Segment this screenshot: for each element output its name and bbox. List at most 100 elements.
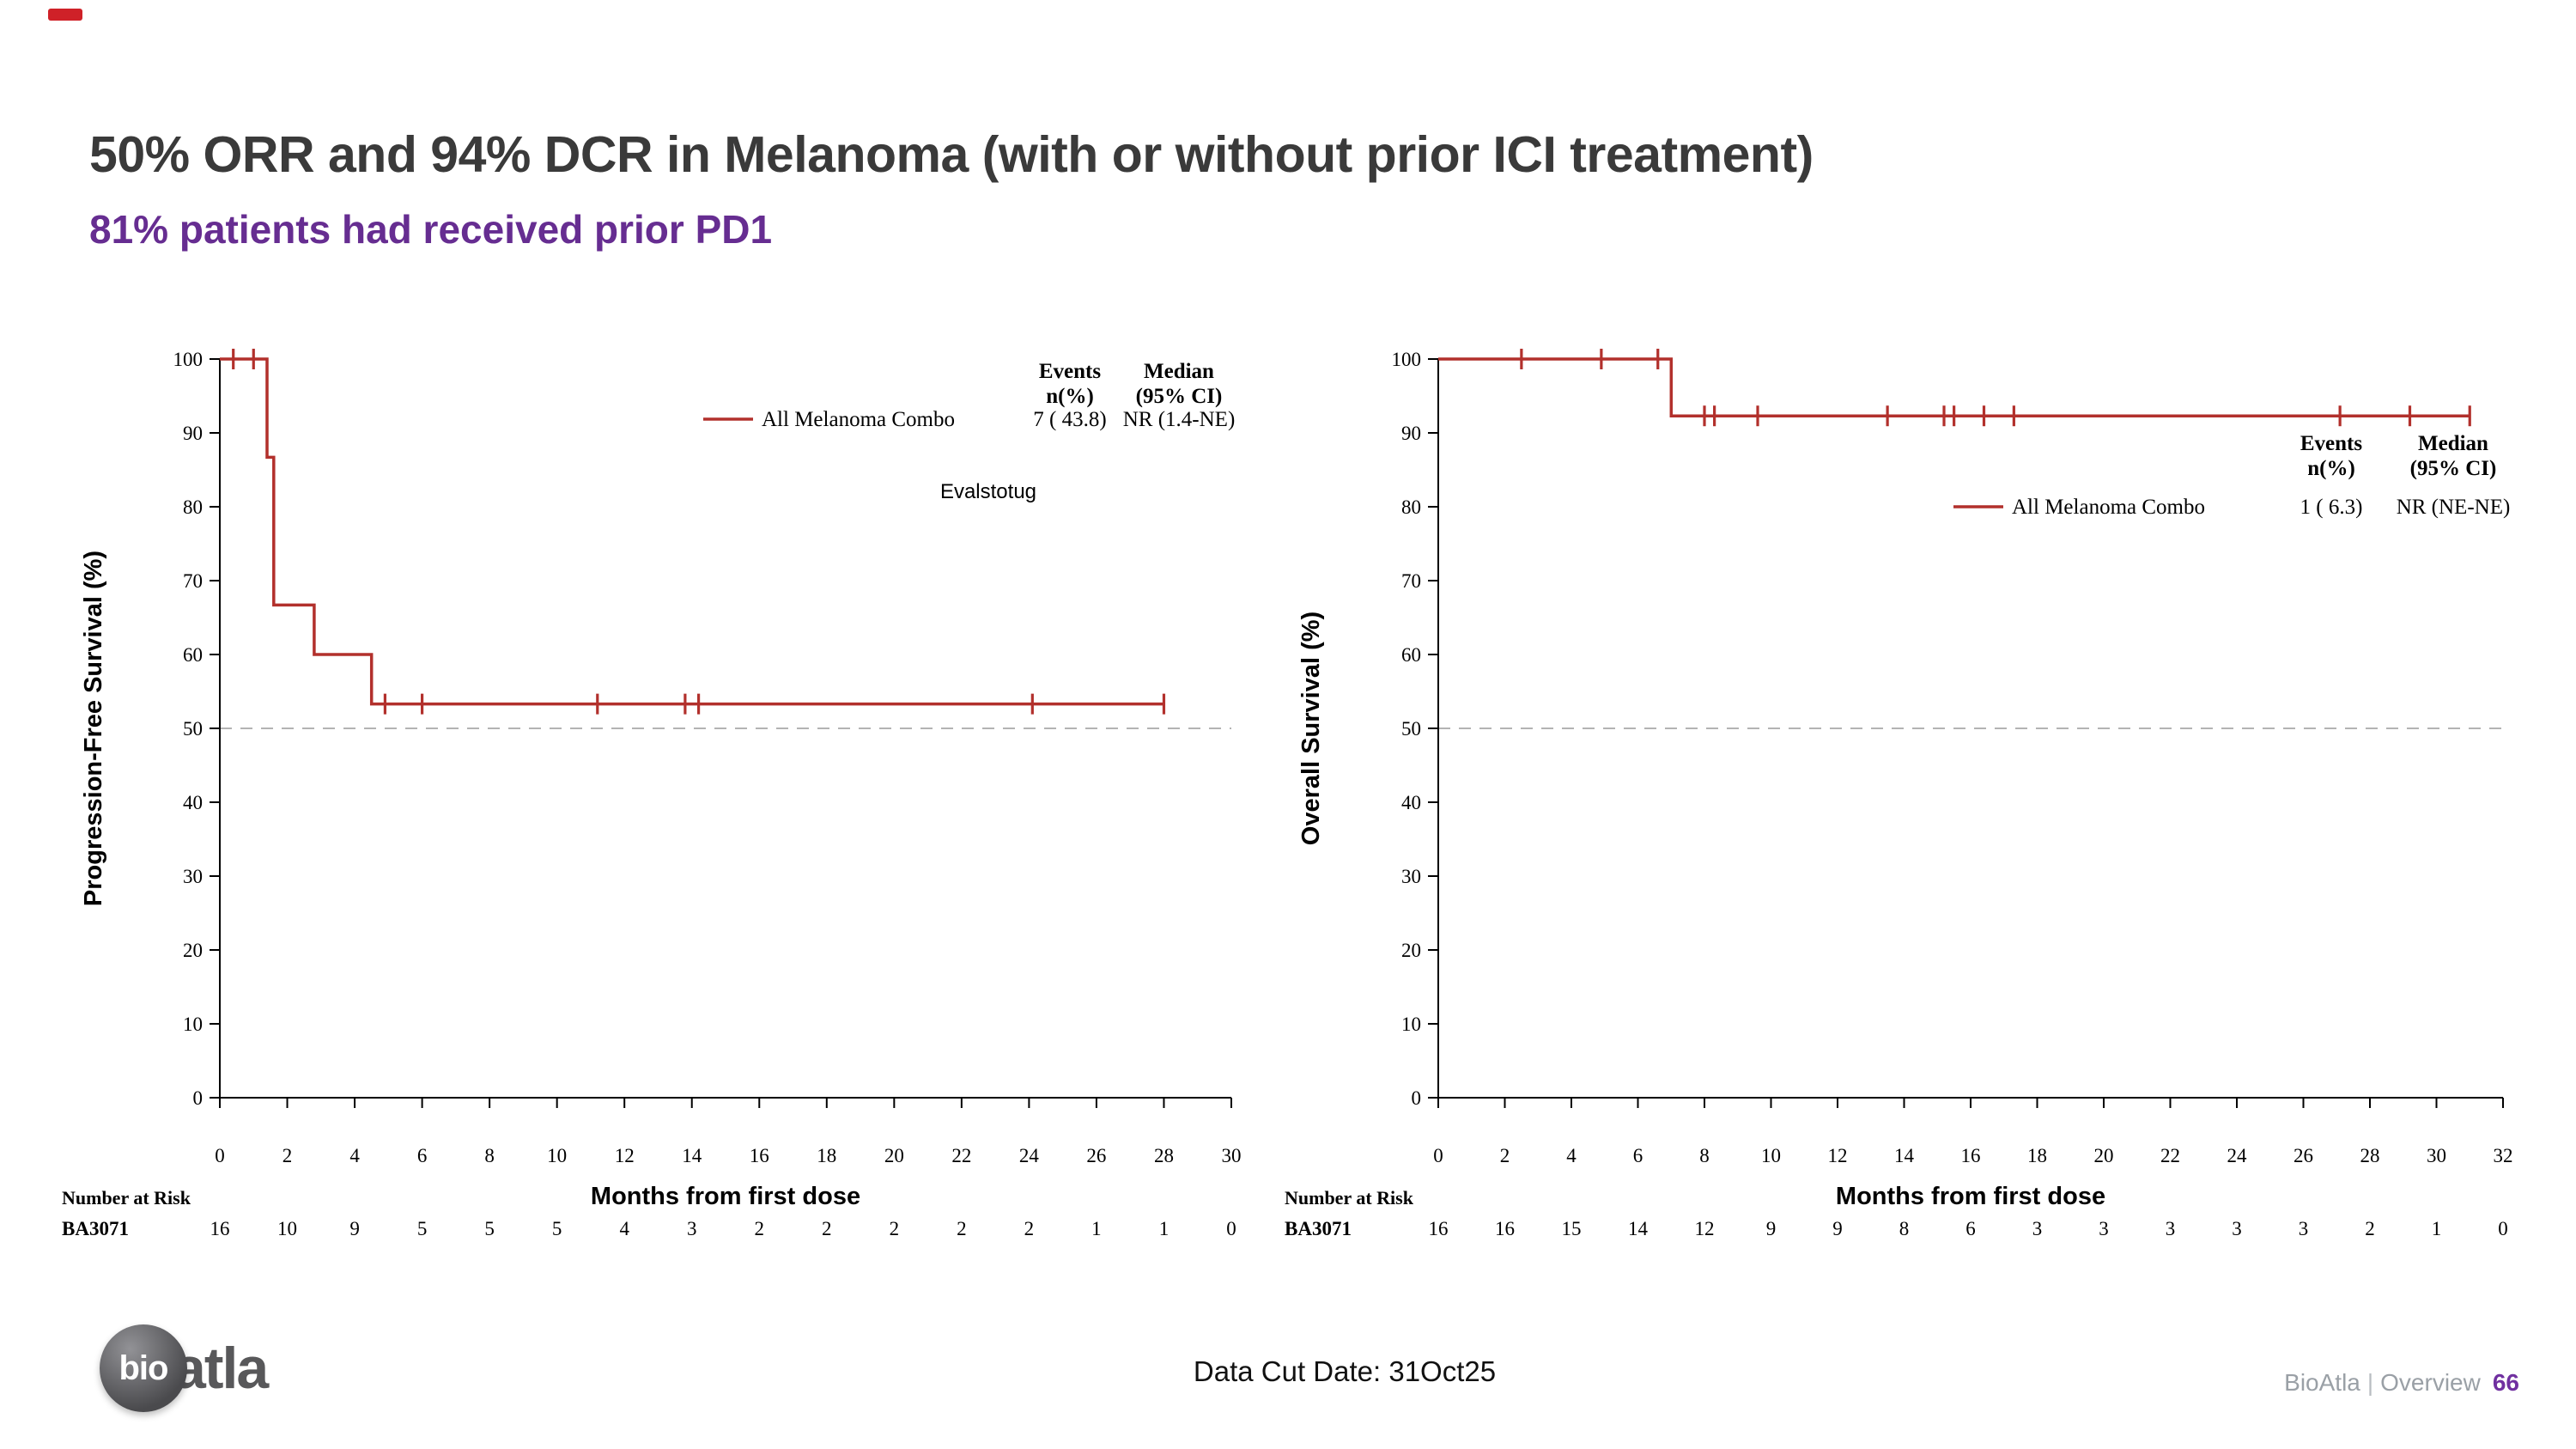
svg-text:Events: Events — [2300, 432, 2363, 455]
svg-text:16: 16 — [1495, 1218, 1515, 1239]
svg-text:n(%): n(%) — [2307, 457, 2355, 480]
svg-text:2: 2 — [755, 1218, 765, 1239]
x-tick-labels: 0 2 4 6 8 10 12 14 16 18 20 22 24 26 28 30 32 — [1433, 1145, 2512, 1166]
svg-text:3: 3 — [2099, 1218, 2109, 1239]
legend-series-label: All Melanoma Combo — [2012, 496, 2205, 519]
svg-text:3: 3 — [2166, 1218, 2176, 1239]
number-at-risk-title: Number at Risk — [1285, 1187, 1414, 1209]
footer-section: Overview — [2380, 1369, 2481, 1396]
km-step-curve — [220, 357, 1164, 706]
axes — [210, 358, 1232, 1108]
svg-text:2: 2 — [957, 1218, 967, 1239]
logo-text-bio: bio — [118, 1349, 169, 1387]
svg-text:28: 28 — [2360, 1145, 2380, 1166]
svg-text:90: 90 — [1401, 423, 1421, 444]
legend-median-value: NR (1.4-NE) — [1123, 408, 1236, 431]
svg-text:2: 2 — [2365, 1218, 2375, 1239]
svg-text:10: 10 — [183, 1014, 203, 1035]
svg-text:0: 0 — [2498, 1218, 2508, 1239]
svg-text:2: 2 — [283, 1145, 293, 1166]
svg-text:20: 20 — [884, 1145, 904, 1166]
svg-text:40: 40 — [1401, 792, 1421, 813]
svg-text:5: 5 — [552, 1218, 562, 1239]
svg-text:1: 1 — [2432, 1218, 2442, 1239]
x-tick-labels: 0 2 4 6 8 10 12 14 16 18 20 22 24 26 28 30 — [215, 1145, 1241, 1166]
svg-text:Median: Median — [1144, 360, 1214, 383]
svg-text:10: 10 — [547, 1145, 567, 1166]
svg-text:30: 30 — [2427, 1145, 2446, 1166]
svg-text:(95% CI): (95% CI) — [1136, 385, 1223, 408]
svg-text:6: 6 — [1633, 1145, 1643, 1166]
slide-subtitle: 81% patients had received prior PD1 — [89, 207, 773, 252]
svg-text:9: 9 — [1832, 1218, 1843, 1239]
svg-text:90: 90 — [183, 423, 203, 444]
x-axis-title: Months from first dose — [1836, 1183, 2105, 1210]
svg-text:9: 9 — [1766, 1218, 1777, 1239]
svg-text:20: 20 — [183, 940, 203, 961]
svg-text:3: 3 — [2232, 1218, 2242, 1239]
svg-text:(95% CI): (95% CI) — [2410, 457, 2497, 480]
svg-text:0: 0 — [1412, 1087, 1422, 1109]
svg-text:80: 80 — [1401, 496, 1421, 518]
svg-text:30: 30 — [183, 866, 203, 887]
page-number: 66 — [2492, 1369, 2519, 1396]
x-axis-title: Months from first dose — [591, 1183, 860, 1210]
svg-text:10: 10 — [1761, 1145, 1781, 1166]
y-tick-labels: 0 10 20 30 40 50 60 70 80 90 100 — [173, 349, 204, 1109]
number-at-risk-title: Number at Risk — [62, 1187, 191, 1209]
censor-marks — [232, 349, 1166, 715]
svg-text:0: 0 — [193, 1087, 204, 1109]
svg-text:10: 10 — [277, 1218, 297, 1239]
footer-brand: BioAtla — [2284, 1369, 2360, 1396]
y-tick-labels: 0 10 20 30 40 50 60 70 80 90 100 — [1392, 349, 1422, 1109]
svg-text:3: 3 — [2032, 1218, 2043, 1239]
svg-text:16: 16 — [1429, 1218, 1449, 1239]
svg-text:Events: Events — [1039, 360, 1102, 383]
svg-text:24: 24 — [1019, 1145, 1040, 1166]
svg-text:12: 12 — [1828, 1145, 1848, 1166]
svg-text:60: 60 — [183, 644, 203, 666]
svg-text:2: 2 — [1024, 1218, 1035, 1239]
svg-text:14: 14 — [682, 1145, 702, 1166]
svg-text:80: 80 — [183, 496, 203, 518]
svg-text:26: 26 — [1086, 1145, 1106, 1166]
slide-title: 50% ORR and 94% DCR in Melanoma (with or… — [89, 126, 1814, 183]
svg-text:n(%): n(%) — [1046, 385, 1094, 408]
svg-text:5: 5 — [484, 1218, 495, 1239]
svg-text:10: 10 — [1401, 1014, 1421, 1035]
svg-text:0: 0 — [215, 1145, 225, 1166]
svg-text:2: 2 — [822, 1218, 832, 1239]
svg-text:28: 28 — [1154, 1145, 1174, 1166]
svg-text:5: 5 — [417, 1218, 428, 1239]
y-axis-title: Overall Survival (%) — [1297, 612, 1325, 845]
svg-text:14: 14 — [1628, 1218, 1649, 1239]
svg-text:0: 0 — [1226, 1218, 1236, 1239]
svg-text:15: 15 — [1562, 1218, 1582, 1239]
number-at-risk-group: BA3071 — [62, 1218, 129, 1239]
svg-text:30: 30 — [1222, 1145, 1242, 1166]
svg-text:Median: Median — [2418, 432, 2488, 455]
svg-text:2: 2 — [890, 1218, 900, 1239]
svg-text:3: 3 — [2299, 1218, 2309, 1239]
svg-text:1: 1 — [1091, 1218, 1102, 1239]
svg-text:70: 70 — [183, 570, 203, 592]
svg-text:32: 32 — [2494, 1145, 2513, 1166]
axes — [1428, 358, 2504, 1108]
svg-text:50: 50 — [183, 718, 203, 740]
number-at-risk-values: 16 10 9 5 5 5 4 3 2 2 2 2 2 1 1 0 — [210, 1218, 1236, 1239]
legend-events-value: 7 ( 43.8) — [1033, 408, 1106, 431]
logo-sphere-icon: bio — [100, 1324, 187, 1412]
svg-text:3: 3 — [687, 1218, 697, 1239]
legend-events-value: 1 ( 6.3) — [2300, 496, 2363, 519]
svg-text:8: 8 — [1699, 1145, 1710, 1166]
svg-text:18: 18 — [2027, 1145, 2047, 1166]
svg-text:8: 8 — [484, 1145, 495, 1166]
y-axis-title: Progression-Free Survival (%) — [80, 551, 107, 906]
svg-text:40: 40 — [183, 792, 203, 813]
svg-text:4: 4 — [349, 1145, 360, 1166]
svg-text:6: 6 — [417, 1145, 428, 1166]
